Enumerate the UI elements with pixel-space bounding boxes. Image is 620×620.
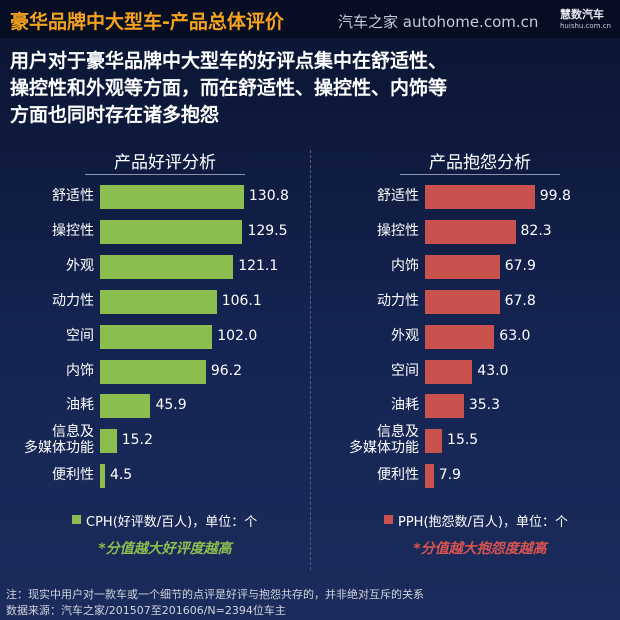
- value-label: 45.9: [155, 397, 187, 414]
- value-label: 82.3: [520, 222, 552, 239]
- chart-title: 产品抱怨分析: [429, 153, 531, 173]
- value-label: 35.3: [468, 397, 500, 414]
- separator: [310, 150, 311, 570]
- bar: [100, 324, 213, 349]
- category-label: 便利性: [377, 467, 419, 484]
- category-label: 内饰: [391, 257, 419, 274]
- category-label: 内饰: [66, 362, 94, 379]
- bar: [100, 289, 217, 314]
- category-label: 油耗: [391, 397, 419, 414]
- value-label: 63.0: [499, 327, 531, 344]
- legend-label: PPH(抱怨数/百人)，单位：个: [398, 515, 568, 530]
- category-label: 油耗: [66, 397, 94, 414]
- bar: [425, 289, 500, 314]
- chart-note: *分值越大抱怨度越高: [413, 541, 547, 557]
- value-label: 43.0: [477, 362, 509, 379]
- subtitle: 用户对于豪华品牌中大型车的好评点集中在舒适性、 操控性和外观等方面，而在舒适性、…: [10, 50, 448, 126]
- bar: [100, 219, 243, 244]
- category-label: 空间: [391, 362, 419, 379]
- value-label: 67.9: [504, 257, 536, 274]
- title-underline: [85, 174, 245, 175]
- value-label: 121.1: [238, 257, 279, 274]
- footnote: 注：现实中用户对一款车或一个细节的点评是好评与抱怨共存的，并非绝对互斥的关系: [6, 588, 424, 601]
- value-label: 129.5: [247, 222, 288, 239]
- chart-title: 产品好评分析: [114, 153, 216, 173]
- bar: [100, 254, 234, 279]
- header-band: [0, 0, 620, 38]
- value-label: 130.8: [248, 188, 289, 204]
- category-label: 外观: [391, 327, 419, 344]
- bar: [425, 464, 434, 489]
- bar: [425, 324, 495, 349]
- logo-text: huishu.com.cn: [560, 22, 612, 30]
- category-label: 舒适性: [52, 188, 94, 204]
- category-label: 动力性: [52, 292, 94, 309]
- bar: [100, 185, 244, 209]
- bar: [425, 219, 516, 244]
- legend-label: CPH(好评数/百人)，单位：个: [86, 515, 258, 530]
- title-underline: [400, 174, 560, 175]
- value-label: 67.8: [504, 292, 536, 309]
- category-label: 信息及 多媒体功能: [24, 424, 94, 457]
- category-label: 空间: [66, 327, 94, 344]
- chart-note: *分值越大好评度越高: [98, 541, 232, 557]
- category-label: 操控性: [377, 222, 419, 239]
- bar: [425, 359, 473, 384]
- bar: [100, 359, 206, 384]
- bar: [100, 464, 105, 489]
- category-label: 舒适性: [377, 188, 419, 204]
- footnote: 数据来源：汽车之家/201507至201606/N=2394位车主: [6, 604, 286, 617]
- value-label: 15.5: [447, 432, 479, 449]
- value-label: 96.2: [210, 362, 242, 379]
- category-label: 便利性: [52, 467, 94, 484]
- value-label: 7.9: [438, 467, 461, 484]
- category-label: 外观: [66, 257, 94, 274]
- logo-text: 汽车之家 autohome.com.cn: [338, 13, 539, 31]
- page-title: 豪华品牌中大型车-产品总体评价: [10, 11, 284, 33]
- category-label: 信息及 多媒体功能: [349, 424, 419, 457]
- value-label: 99.8: [539, 188, 571, 204]
- category-label: 动力性: [377, 292, 419, 309]
- legend-swatch: [72, 515, 81, 524]
- legend-swatch: [384, 515, 393, 524]
- bar: [425, 254, 500, 279]
- value-label: 15.2: [121, 432, 153, 449]
- bar: [100, 394, 151, 419]
- bar: [100, 429, 117, 454]
- value-label: 102.0: [217, 327, 258, 344]
- logo-text: 慧数汽车: [560, 8, 604, 21]
- value-label: 4.5: [109, 467, 133, 484]
- bar: [425, 185, 535, 209]
- bar: [425, 429, 443, 454]
- bar: [425, 394, 464, 419]
- value-label: 106.1: [221, 292, 262, 309]
- category-label: 操控性: [52, 222, 94, 239]
